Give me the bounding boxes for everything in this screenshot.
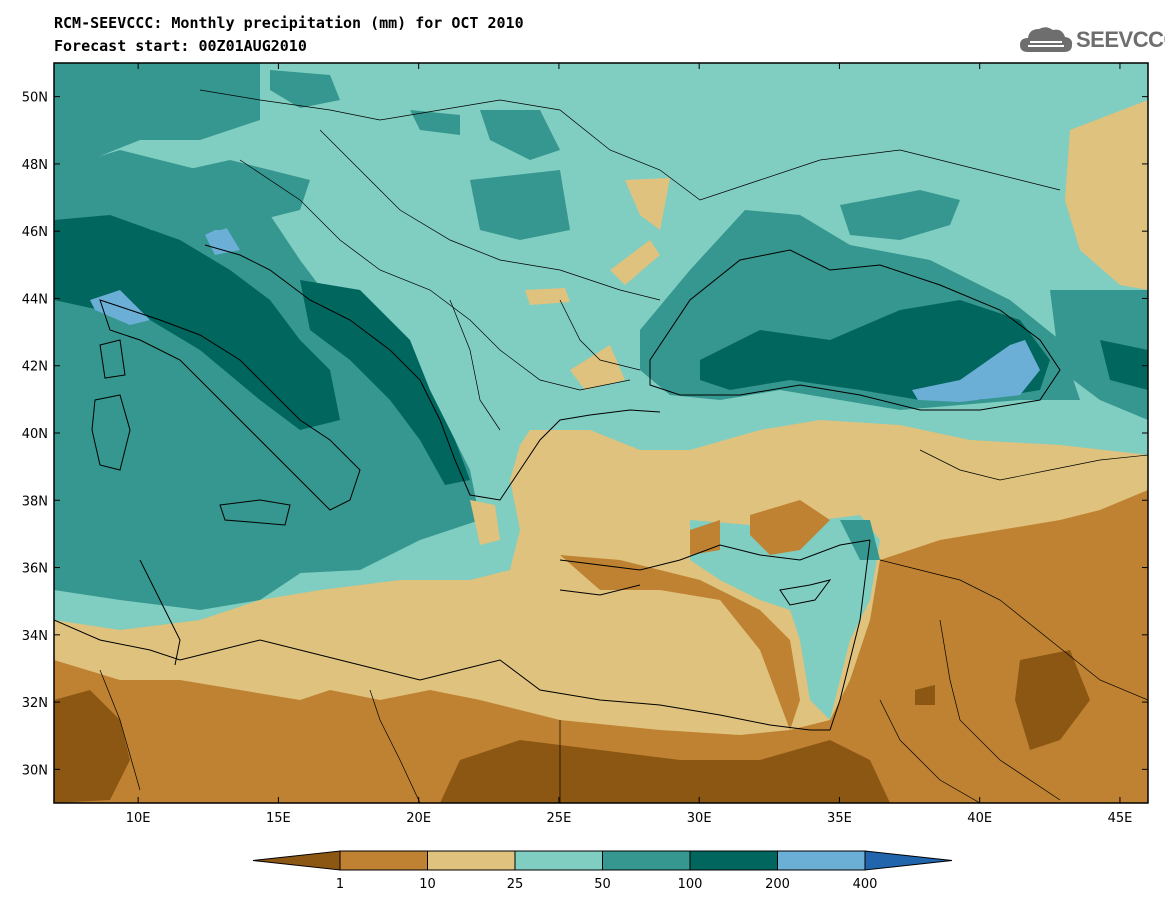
colorbar-level-label: 1 bbox=[336, 877, 344, 892]
colorbar-min-arrow bbox=[253, 851, 340, 870]
lat-tick-label: 34N bbox=[22, 629, 48, 644]
colorbar-level-label: 200 bbox=[765, 877, 790, 892]
colorbar-level-label: 10 bbox=[419, 877, 436, 892]
colorbar-box bbox=[340, 851, 428, 870]
colorbar-box bbox=[428, 851, 516, 870]
lat-tick-label: 48N bbox=[22, 158, 48, 173]
lon-tick-label: 40E bbox=[967, 811, 992, 826]
colorbar-level-label: 100 bbox=[678, 877, 703, 892]
colorbar-level-label: 25 bbox=[507, 877, 524, 892]
lat-tick-label: 36N bbox=[22, 562, 48, 577]
colorbar-box bbox=[515, 851, 603, 870]
lat-tick-label: 44N bbox=[22, 292, 48, 307]
precipitation-field bbox=[54, 63, 1148, 803]
lat-tick-label: 42N bbox=[22, 360, 48, 375]
lat-tick-label: 38N bbox=[22, 494, 48, 509]
lat-tick-label: 46N bbox=[22, 225, 48, 240]
colorbar-box bbox=[690, 851, 778, 870]
lon-tick-label: 20E bbox=[406, 811, 431, 826]
colorbar-level-label: 50 bbox=[594, 877, 611, 892]
lat-tick-label: 30N bbox=[22, 763, 48, 778]
colorbar: 1 10 25 50 100 200 400 bbox=[253, 851, 952, 892]
colorbar-box bbox=[603, 851, 691, 870]
lon-tick-label: 25E bbox=[547, 811, 572, 826]
lon-tick-label: 30E bbox=[687, 811, 712, 826]
lon-tick-label: 35E bbox=[827, 811, 852, 826]
colorbar-level-label: 400 bbox=[853, 877, 878, 892]
colorbar-box bbox=[778, 851, 866, 870]
lat-tick-label: 50N bbox=[22, 91, 48, 106]
lon-tick-label: 45E bbox=[1108, 811, 1133, 826]
lat-tick-label: 32N bbox=[22, 696, 48, 711]
lat-tick-label: 40N bbox=[22, 427, 48, 442]
lon-tick-label: 10E bbox=[126, 811, 151, 826]
lon-tick-label: 15E bbox=[266, 811, 291, 826]
colorbar-max-arrow bbox=[865, 851, 952, 870]
